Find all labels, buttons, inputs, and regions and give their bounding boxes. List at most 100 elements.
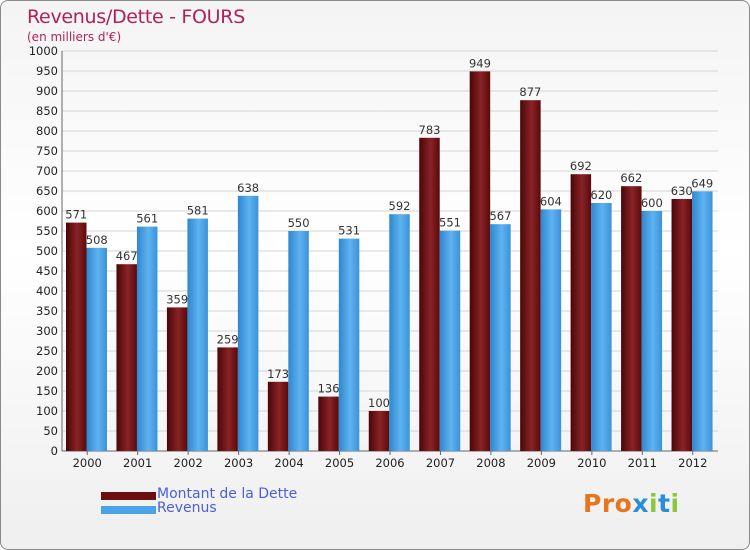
bar-debt-2003	[217, 347, 238, 451]
bar-debt-2011	[621, 186, 642, 451]
x-tick-label: 2010	[577, 456, 606, 470]
x-tick-label: 2004	[274, 456, 303, 470]
bar-revenue-2003	[237, 195, 259, 451]
bar-debt-2005	[318, 396, 339, 451]
value-label-debt-2000: 571	[65, 208, 87, 222]
legend-swatch-revenue	[101, 506, 156, 514]
x-tick-label: 2005	[325, 456, 354, 470]
chart-title: Revenus/Dette - FOURS	[27, 6, 245, 28]
y-tick-label: 400	[36, 284, 58, 298]
value-label-revenue-2001: 561	[136, 212, 158, 226]
value-label-debt-2011: 662	[620, 171, 642, 185]
legend-label-debt: Montant de la Dette	[157, 486, 298, 502]
x-tick-label: 2002	[174, 456, 203, 470]
bar-revenue-2006	[389, 214, 410, 451]
y-tick-label: 950	[36, 64, 58, 78]
legend-swatch-debt	[101, 492, 156, 500]
value-label-debt-2003: 259	[217, 332, 239, 346]
logo-letter: i	[670, 489, 680, 518]
bar-debt-2001	[116, 264, 137, 451]
value-label-revenue-2004: 550	[288, 216, 310, 230]
y-tick-label: 300	[36, 324, 58, 338]
bar-revenue-2011	[641, 211, 663, 451]
bar-revenue-2010	[591, 203, 612, 451]
x-tick-label: 2009	[527, 456, 556, 470]
value-label-debt-2009: 877	[519, 85, 541, 99]
value-label-revenue-2012: 649	[691, 176, 713, 190]
value-label-debt-2010: 692	[570, 159, 592, 173]
logo-letter: x	[632, 489, 649, 518]
y-tick-label: 850	[36, 104, 58, 118]
x-tick-label: 2011	[628, 456, 657, 470]
y-tick-label: 500	[36, 244, 58, 258]
y-tick-label: 100	[36, 404, 58, 418]
bar-revenue-2002	[187, 218, 208, 451]
y-tick-label: 700	[36, 164, 58, 178]
value-label-debt-2002: 359	[166, 292, 188, 306]
bar-debt-2004	[267, 381, 289, 451]
bar-revenue-2007	[439, 230, 461, 451]
bar-revenue-2005	[338, 238, 360, 451]
y-tick-label: 50	[43, 424, 58, 438]
value-label-revenue-2007: 551	[439, 216, 461, 230]
logo-letter: t	[658, 489, 671, 518]
value-label-revenue-2009: 604	[540, 194, 562, 208]
value-label-revenue-2003: 638	[237, 181, 259, 195]
y-tick-label: 150	[36, 384, 58, 398]
logo-letter: o	[614, 489, 633, 518]
bars-layer	[66, 71, 713, 452]
x-tick-label: 2008	[476, 456, 505, 470]
y-tick-label: 1000	[29, 44, 58, 58]
x-tick-label: 2007	[426, 456, 455, 470]
x-tick-label: 2006	[375, 456, 404, 470]
x-tick-label: 2012	[678, 456, 707, 470]
logo-letter: P	[583, 489, 602, 518]
value-label-revenue-2008: 567	[489, 209, 511, 223]
value-label-debt-2005: 136	[318, 382, 340, 396]
x-tick-label: 2000	[73, 456, 102, 470]
bar-revenue-2000	[86, 247, 107, 451]
bar-revenue-2004	[288, 231, 309, 451]
value-label-debt-2008: 949	[469, 56, 491, 70]
logo-letter: r	[601, 489, 615, 518]
bar-revenue-2008	[490, 224, 511, 451]
value-label-revenue-2010: 620	[590, 188, 612, 202]
bar-debt-2002	[166, 307, 188, 451]
value-label-revenue-2006: 592	[389, 199, 411, 213]
value-label-debt-2004: 173	[267, 367, 289, 381]
bar-debt-2010	[570, 174, 592, 451]
bar-revenue-2009	[540, 209, 562, 451]
bar-debt-2006	[368, 411, 390, 451]
chart-subtitle: (en milliers d'€)	[27, 30, 122, 44]
bar-debt-2009	[520, 100, 541, 451]
value-label-debt-2012: 630	[671, 184, 693, 198]
y-tick-label: 650	[36, 184, 58, 198]
bar-debt-2008	[469, 71, 491, 452]
x-tick-label: 2001	[123, 456, 152, 470]
bar-revenue-2012	[692, 191, 713, 451]
y-tick-label: 200	[36, 364, 58, 378]
value-label-revenue-2005: 531	[338, 224, 360, 238]
y-tick-label: 250	[36, 344, 58, 358]
value-label-revenue-2000: 508	[86, 233, 108, 247]
y-tick-label: 550	[36, 224, 58, 238]
y-tick-label: 450	[36, 264, 58, 278]
y-tick-label: 900	[36, 84, 58, 98]
y-tick-label: 0	[51, 444, 58, 458]
x-tick-label: 2003	[224, 456, 253, 470]
value-label-debt-2006: 100	[368, 396, 390, 410]
bar-debt-2007	[419, 137, 440, 452]
labels-layer: 0 50 100 150 200 250 300 350 400 450 500 550 600 650 7…	[29, 44, 714, 470]
y-tick-label: 750	[36, 144, 58, 158]
y-tick-label: 600	[36, 204, 58, 218]
y-tick-label: 350	[36, 304, 58, 318]
bar-revenue-2001	[136, 226, 158, 451]
value-label-revenue-2011: 600	[641, 196, 663, 210]
logo-letter: i	[649, 489, 659, 518]
y-tick-label: 800	[36, 124, 58, 138]
bar-debt-2012	[671, 199, 693, 451]
legend-label-revenue: Revenus	[157, 500, 217, 516]
proxiti-logo: Proxiti	[583, 489, 680, 518]
